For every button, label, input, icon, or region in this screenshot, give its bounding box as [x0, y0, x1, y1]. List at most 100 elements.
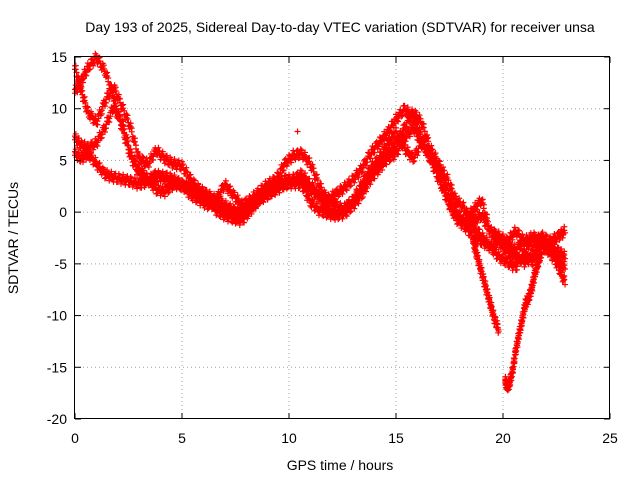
data-point — [180, 161, 187, 168]
y-tick-label: -5 — [55, 256, 68, 272]
data-point — [92, 113, 99, 120]
data-point — [404, 104, 411, 111]
data-point — [96, 159, 103, 166]
x-tick-label: 5 — [178, 430, 186, 446]
data-point — [159, 148, 166, 155]
data-point — [238, 197, 245, 204]
data-point — [483, 236, 490, 243]
plot-frame — [74, 56, 610, 419]
data-point — [79, 87, 86, 94]
data-point — [436, 174, 443, 181]
y-tick-label: 10 — [51, 101, 67, 117]
data-point — [136, 150, 143, 157]
data-point — [131, 135, 138, 142]
data-point — [82, 99, 89, 106]
data-point — [104, 167, 111, 174]
chart-title: Day 193 of 2025, Sidereal Day-to-day VTE… — [85, 19, 595, 35]
data-point — [431, 164, 438, 171]
data-point — [551, 249, 558, 256]
data-point — [329, 195, 336, 202]
data-point — [511, 248, 518, 255]
data-point — [226, 184, 233, 191]
data-point — [505, 237, 512, 244]
data-point — [164, 172, 171, 179]
data-point — [428, 153, 435, 160]
data-point — [441, 175, 448, 182]
data-point — [383, 143, 390, 150]
data-point — [120, 101, 127, 108]
data-point — [314, 177, 321, 184]
data-point — [128, 149, 135, 156]
data-point — [432, 150, 439, 157]
data-point — [472, 229, 479, 236]
data-point — [116, 95, 123, 102]
data-point — [211, 195, 218, 202]
data-point — [561, 223, 568, 230]
data-point — [487, 225, 494, 232]
data-point — [97, 131, 104, 138]
data-point — [448, 200, 455, 207]
data-point — [127, 146, 134, 153]
data-point — [411, 154, 418, 161]
data-point — [78, 83, 85, 90]
data-point — [104, 69, 111, 76]
data-point — [424, 131, 431, 138]
data-point — [551, 230, 558, 237]
data-point — [451, 190, 458, 197]
data-point — [507, 229, 514, 236]
data-point — [333, 208, 340, 215]
data-point — [214, 199, 221, 206]
data-point — [399, 139, 406, 146]
data-point — [538, 250, 545, 257]
data-point — [124, 173, 131, 180]
data-point — [186, 172, 193, 179]
data-point — [164, 152, 171, 159]
data-point — [171, 156, 178, 163]
data-point — [136, 161, 143, 168]
data-point — [119, 102, 126, 109]
data-point — [417, 135, 424, 142]
data-point — [504, 244, 511, 251]
data-point — [227, 183, 234, 190]
data-point — [490, 307, 497, 314]
data-point — [516, 227, 523, 234]
data-point — [215, 199, 222, 206]
series-dip-descending — [470, 235, 502, 336]
data-point — [562, 281, 569, 288]
x-axis-label: GPS time / hours — [287, 457, 394, 473]
data-point — [313, 200, 320, 207]
y-tick-label: 0 — [59, 204, 67, 220]
data-point — [413, 109, 420, 116]
data-point — [467, 225, 474, 232]
data-point — [407, 150, 414, 157]
data-point — [476, 256, 483, 263]
data-point — [519, 231, 526, 238]
data-point — [310, 182, 317, 189]
x-tick-label: 20 — [495, 430, 511, 446]
data-point — [476, 226, 483, 233]
data-point — [227, 204, 234, 211]
data-point — [516, 251, 523, 258]
data-point — [120, 171, 127, 178]
data-point — [159, 170, 166, 177]
data-point — [432, 155, 439, 162]
data-point — [416, 112, 423, 119]
data-point — [514, 227, 521, 234]
data-point — [479, 196, 486, 203]
data-point — [81, 138, 88, 145]
data-point — [379, 163, 386, 170]
y-tick-label: -15 — [47, 359, 67, 375]
data-point — [562, 266, 569, 273]
data-point — [440, 182, 447, 189]
data-point — [425, 147, 432, 154]
data-point — [108, 168, 115, 175]
x-tick-label: 15 — [388, 430, 404, 446]
data-point — [318, 180, 325, 187]
data-point — [445, 177, 452, 184]
data-point — [190, 176, 197, 183]
data-point — [242, 202, 249, 209]
data-point — [492, 314, 499, 321]
data-point — [322, 189, 329, 196]
data-point — [425, 134, 432, 141]
